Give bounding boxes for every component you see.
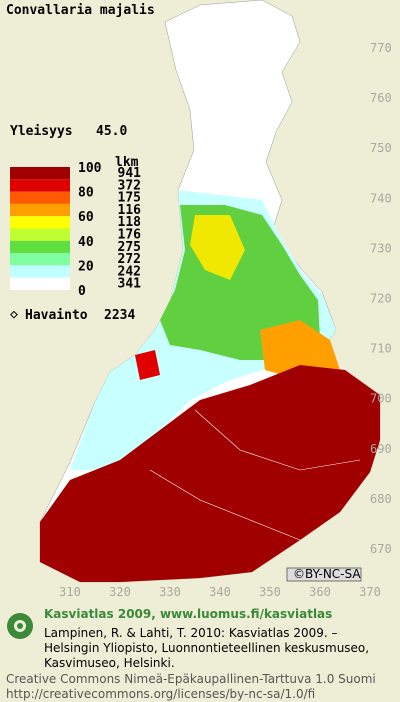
legend-swatch (10, 167, 70, 180)
x-axis-label: 320 (109, 585, 131, 599)
license-badge-text: BY-NC-SA (305, 567, 361, 581)
y-axis-label: 700 (370, 392, 392, 406)
dense-zone (40, 365, 380, 582)
axis-labels: 770 760 750 740 730 720 710 700 690 680 670 310 320 3… (59, 41, 392, 599)
logo (7, 613, 33, 639)
coast-zone (135, 350, 160, 380)
license-badge (286, 567, 362, 582)
legend-scale: 100 (78, 161, 102, 176)
legend-count: 341 (118, 277, 142, 292)
y-axis-label: 750 (370, 141, 392, 155)
legend-count: 275 (118, 240, 141, 255)
legend-scale: 0 (78, 284, 86, 299)
legend-swatch (10, 228, 70, 241)
border (199, 94, 281, 111)
legend-swatch (10, 240, 70, 254)
border (194, 409, 361, 471)
count-header: lkm (115, 155, 139, 170)
legend-count: 118 (118, 215, 142, 230)
observation-symbol: ◇ (10, 307, 18, 322)
observation-label: Havainto (25, 308, 88, 323)
legend-scale: 60 (78, 210, 94, 225)
legend-scale: 20 (78, 259, 94, 274)
legend-count: 176 (118, 228, 142, 243)
legend-swatch (10, 191, 70, 204)
citation-line: Helsingin Yliopisto, Luonnontieteellinen… (44, 641, 369, 655)
legend-swatch (10, 277, 70, 290)
observation-count: 2234 (104, 308, 135, 323)
frequency-label: Yleisyys (10, 124, 73, 139)
legend-count: 175 (118, 191, 141, 206)
citation-line: Kasvimuseo, Helsinki. (44, 656, 175, 670)
high-zone (260, 320, 340, 380)
y-axis-label: 710 (370, 342, 392, 356)
license-badge-cc: © (293, 567, 305, 581)
license-line: http://creativecommons.org/licenses/by-n… (6, 687, 315, 701)
x-axis-label: 310 (59, 585, 81, 599)
x-axis-label: 330 (159, 585, 181, 599)
species-title: Convallaria majalis (6, 3, 155, 18)
legend-swatch (10, 253, 70, 266)
legend-count: 242 (118, 264, 141, 279)
legend-count: 941 (118, 166, 142, 181)
y-axis-label: 680 (370, 492, 392, 506)
high-zone (190, 215, 245, 280)
x-axis-label: 370 (359, 585, 381, 599)
y-axis-label: 770 (370, 41, 392, 55)
footer-heading: Kasviatlas 2009, www.luomus.fi/kasviatla… (44, 607, 332, 621)
x-axis-label: 360 (309, 585, 331, 599)
legend-scale: 40 (78, 235, 94, 250)
y-axis-label: 720 (370, 292, 392, 306)
legend-swatch (10, 216, 70, 229)
region-borders (149, 94, 361, 541)
border (149, 469, 301, 541)
y-axis-label: 760 (370, 91, 392, 105)
y-axis-label: 740 (370, 191, 392, 205)
legend-count: 116 (118, 203, 142, 218)
legend-swatch (10, 203, 70, 217)
citation-line: Lampinen, R. & Lahti, T. 2010: Kasviatla… (44, 626, 338, 640)
frequency-value: 45.0 (96, 124, 127, 139)
legend-swatch (10, 265, 70, 278)
legend-swatch (10, 179, 70, 192)
y-axis-label: 670 (370, 542, 392, 556)
y-axis-label: 690 (370, 442, 392, 456)
legend-count: 372 (118, 178, 141, 193)
x-axis-label: 350 (259, 585, 281, 599)
y-axis-label: 730 (370, 241, 392, 255)
map (39, 0, 381, 583)
legend-count: 272 (118, 252, 141, 267)
license-line: Creative Commons Nimeä-Epäkaupallinen-Ta… (6, 672, 376, 686)
legend-scale: 80 (78, 186, 94, 201)
x-axis-label: 340 (209, 585, 231, 599)
